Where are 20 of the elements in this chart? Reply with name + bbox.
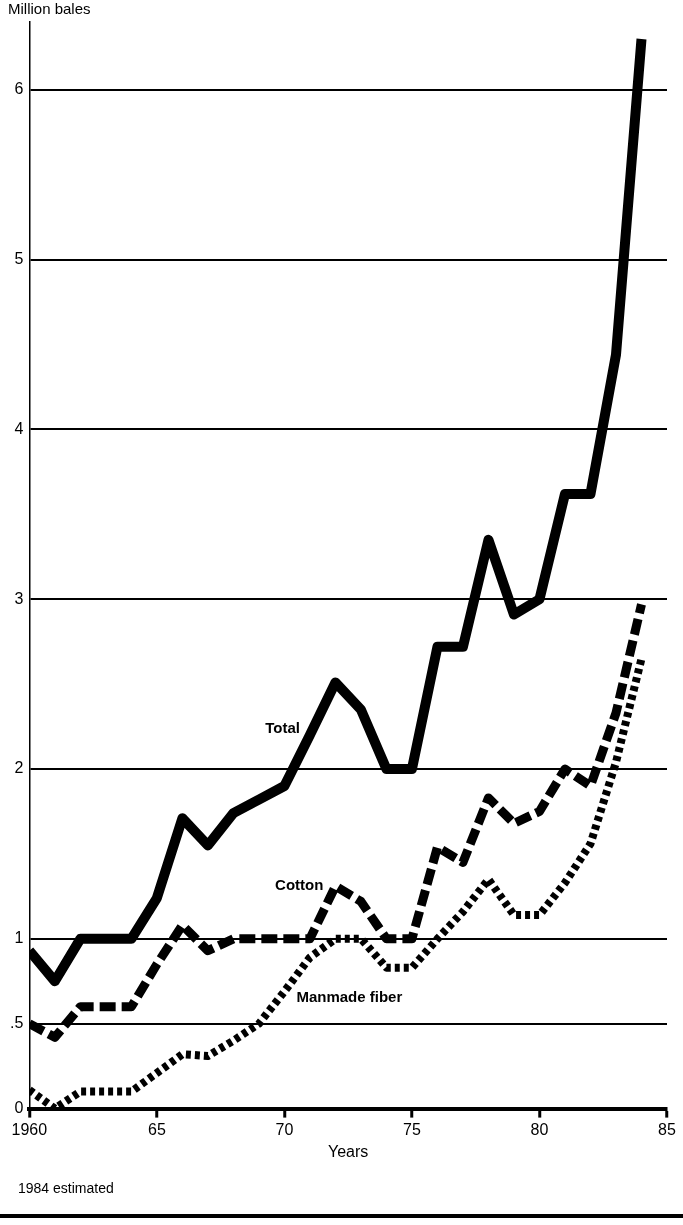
y-tick-label: 6 (14, 80, 24, 98)
y-tick-label: 0 (14, 1099, 24, 1117)
y-tick-label: 1 (14, 929, 24, 947)
y-tick-label: 2 (14, 759, 24, 777)
x-tick-label: 65 (147, 1120, 166, 1138)
series-label: Cotton (275, 876, 324, 894)
series-label: Manmade fiber (296, 987, 403, 1005)
x-tick-label: 70 (275, 1120, 294, 1138)
y-tick-label: 4 (14, 419, 24, 437)
y-tick-label: .5 (10, 1014, 24, 1032)
x-tick-label: 1960 (11, 1120, 48, 1138)
x-tick-label: 85 (658, 1120, 676, 1138)
y-tick-label: 5 (14, 250, 24, 268)
x-axis-title: Years (328, 1142, 369, 1160)
x-tick-label: 75 (403, 1120, 421, 1138)
y-tick-label: 3 (14, 589, 24, 607)
x-tick-label: 80 (530, 1120, 549, 1138)
series-label: Total (265, 719, 300, 737)
text: 1984 estimated (18, 1180, 114, 1196)
y-axis-title: Million bales (8, 0, 91, 17)
